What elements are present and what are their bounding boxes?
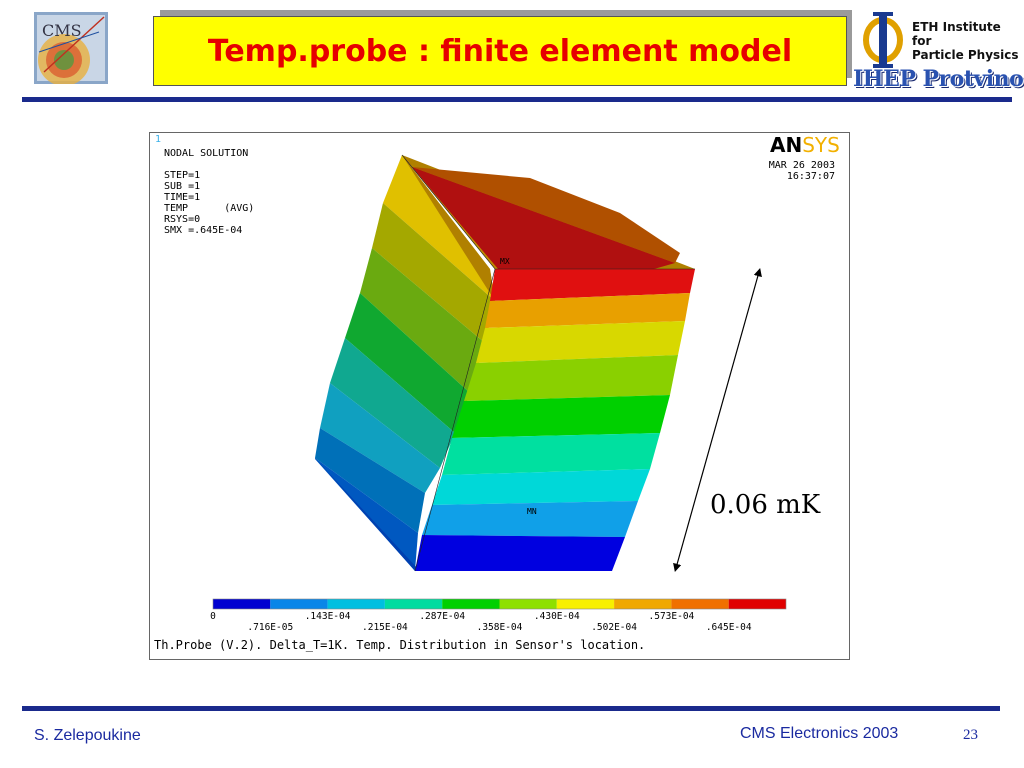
ansys-logo-light: SYS (802, 133, 840, 157)
legend-swatch (442, 599, 500, 609)
legend-frame (212, 598, 787, 610)
frame-number: 1 (155, 134, 162, 145)
arrow-line (673, 267, 762, 573)
title-box: Temp.probe : finite element model (153, 16, 847, 86)
min-marker: MN (527, 507, 537, 516)
bottom-divider (22, 706, 1000, 711)
page-title: Temp.probe : finite element model (207, 33, 793, 69)
left-band-2 (372, 203, 495, 343)
plot-time: 16:37:07 (786, 171, 835, 182)
front-band-6 (432, 469, 650, 505)
plot-date: MAR 26 2003 (768, 160, 835, 171)
front-band-4 (452, 395, 670, 438)
eth-line-1: ETH Institute for (912, 20, 1001, 48)
front-band-8 (415, 535, 625, 571)
legend-tick-label-bottom: .502E-04 (591, 622, 637, 633)
legend-tick-label-top: .430E-04 (534, 611, 580, 622)
left-face (315, 155, 495, 571)
legend-tick-label-bottom: .215E-04 (362, 622, 408, 633)
info-line: SMX =.645E-04 (164, 225, 243, 236)
legend-swatch (384, 599, 443, 609)
fem-plot: MX MN 0 .716E-05 .143E-04 .215E-04 .287E-04.… (210, 154, 787, 633)
left-band-9 (315, 458, 420, 571)
phi-logo (858, 10, 908, 70)
top-inner (412, 167, 675, 273)
info-line: STEP=1 (164, 170, 201, 181)
left-band-0 (402, 155, 495, 301)
legend-tick-label-bottom: .645E-04 (706, 622, 752, 633)
front-band-3 (464, 355, 678, 401)
eth-line-2: Particle Physics (912, 48, 1019, 62)
legend-tick-label-top: .287E-04 (419, 611, 465, 622)
ansys-logo-bold: AN (770, 133, 803, 157)
left-band-7 (315, 428, 425, 533)
delta-temp-label: 0.06 mK (710, 490, 821, 520)
ihep-logo-text: IHEP Protvino (853, 66, 1024, 92)
legend-tick-label-bottom: .358E-04 (477, 622, 523, 633)
legend-color-bar (212, 598, 787, 610)
height-arrow (673, 267, 762, 573)
info-line: SUB =1 (164, 181, 201, 192)
legend-tick-label-bottom: .716E-05 (247, 622, 293, 633)
legend-swatch (270, 599, 328, 609)
left-band-6 (320, 383, 440, 493)
legend-swatch (213, 599, 271, 609)
legend-swatch (614, 599, 672, 609)
legend-swatch (499, 599, 557, 609)
legend-tick-label-top: .143E-04 (305, 611, 351, 622)
legend-swatch (728, 599, 786, 609)
top-rim-right (412, 167, 680, 263)
front-band-2 (476, 321, 685, 363)
eth-institute-label: ETH Institute for Particle Physics (912, 20, 1022, 62)
info-line: TEMP (AVG) (164, 203, 255, 214)
date-time-block: MAR 26 2003 16:37:07 (769, 160, 835, 182)
legend-tick-label-top: .573E-04 (649, 611, 695, 622)
solution-info: NODAL SOLUTION STEP=1 SUB =1 TIME=1 TEMP… (164, 148, 254, 236)
info-line: TIME=1 (164, 192, 201, 203)
front-band-7 (422, 501, 638, 537)
legend-swatch (327, 599, 385, 609)
front-band-1 (485, 293, 690, 328)
left-band-4 (345, 293, 470, 433)
page-number: 23 (963, 727, 978, 743)
cms-logo: CMS (34, 12, 108, 86)
front-band-0 (490, 269, 695, 301)
ansys-logo: ANSYS (770, 133, 840, 157)
left-band-3 (360, 248, 485, 393)
front-band-5 (442, 433, 660, 475)
footer-conference: CMS Electronics 2003 (740, 725, 899, 742)
front-face (415, 269, 695, 571)
legend-tick-label-top: 0 (210, 611, 216, 622)
footer-author: S. Zelepoukine (34, 727, 141, 744)
info-line: RSYS=0 (164, 214, 201, 225)
top-divider (22, 97, 1012, 102)
legend-swatch (556, 599, 615, 609)
edge-vertical (414, 268, 496, 572)
legend-swatch (671, 599, 729, 609)
cms-logo-text: CMS (42, 21, 82, 40)
figure-caption: Th.Probe (V.2). Delta_T=1K. Temp. Distri… (154, 638, 646, 652)
max-marker: MX (500, 257, 510, 266)
top-face (402, 155, 695, 273)
left-band-1 (383, 155, 495, 301)
left-band-5 (330, 338, 455, 468)
info-line (164, 159, 254, 170)
legend-ticks: 0 .716E-05 .143E-04 .215E-04 .287E-04 .358E-0… (210, 611, 752, 633)
info-line: NODAL SOLUTION (164, 148, 249, 159)
